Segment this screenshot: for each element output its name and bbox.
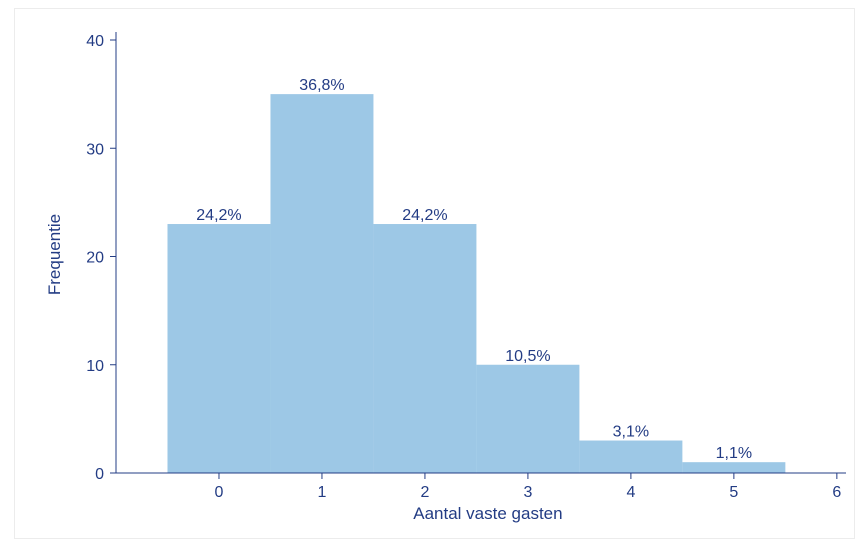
x-tick-label-1: 1	[318, 484, 327, 501]
y-tick-label-20: 20	[86, 250, 104, 267]
y-axis-title: Frequentie	[45, 214, 64, 295]
x-tick-label-6: 6	[832, 484, 841, 501]
x-axis-title: Aantal vaste gasten	[413, 504, 562, 523]
x-tick-label-0: 0	[215, 484, 224, 501]
bar-label-3: 10,5%	[505, 348, 550, 365]
x-tick-label-3: 3	[523, 484, 532, 501]
y-tick-label-30: 30	[86, 141, 104, 158]
y-tick-label-0: 0	[95, 466, 104, 483]
bar-0	[167, 224, 271, 473]
x-ticks-group: 0 1 2 3 4 5 6	[215, 473, 841, 501]
bars-group	[167, 94, 786, 473]
bar-label-1: 36,8%	[299, 77, 344, 94]
bar-3	[476, 364, 580, 473]
bar-labels-group: 24,2% 36,8% 24,2% 10,5% 3,1% 1,1%	[196, 77, 752, 462]
bar-label-5: 1,1%	[716, 445, 752, 462]
axes-group	[115, 32, 846, 474]
x-tick-label-5: 5	[729, 484, 738, 501]
y-ticks-group: 0 10 20 30 40	[86, 33, 116, 483]
bar-label-4: 3,1%	[613, 424, 649, 441]
y-tick-label-10: 10	[86, 358, 104, 375]
x-tick-label-2: 2	[420, 484, 429, 501]
chart-frame	[14, 8, 855, 539]
bar-5	[682, 462, 786, 473]
bar-1	[270, 94, 374, 473]
x-tick-label-4: 4	[626, 484, 635, 501]
bar-4	[579, 440, 683, 473]
bar-2	[373, 224, 477, 473]
y-tick-label-40: 40	[86, 33, 104, 50]
bar-label-2: 24,2%	[402, 207, 447, 224]
bar-label-0: 24,2%	[196, 207, 241, 224]
